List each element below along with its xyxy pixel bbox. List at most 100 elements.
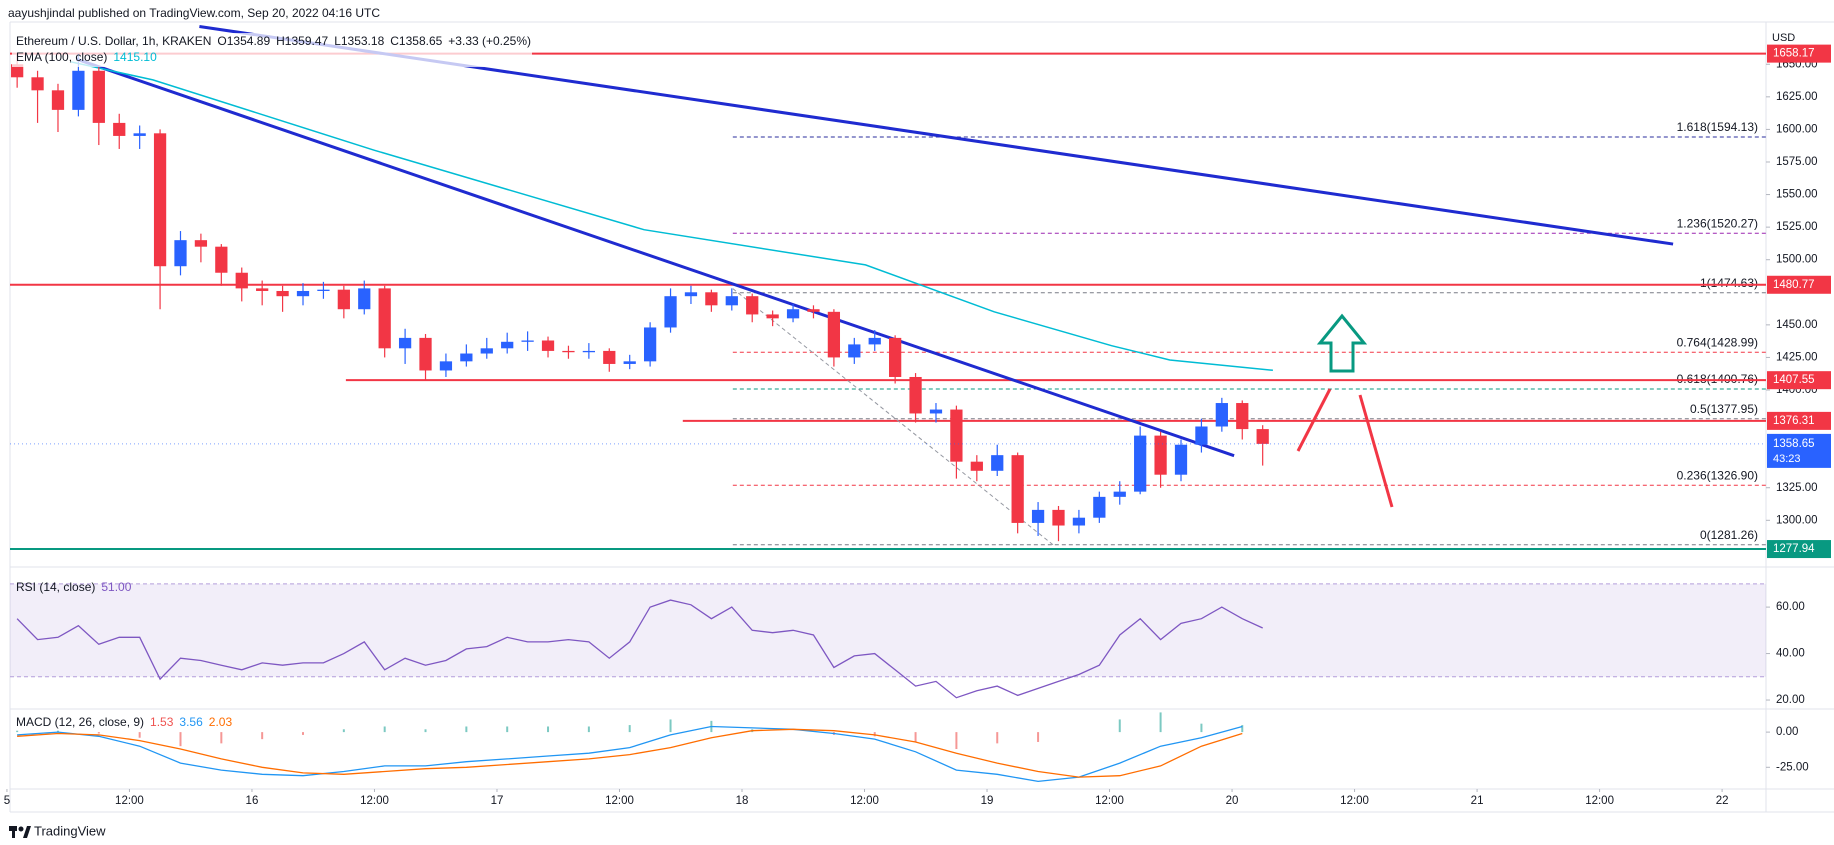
candle-body: [950, 409, 963, 462]
macd-value: 2.03: [209, 715, 233, 729]
ema-legend: EMA (100, close) 1415.10: [16, 50, 157, 64]
y-tick-label: 20.00: [1776, 694, 1805, 706]
legends: USD Ethereum / U.S. Dollar, 1h, KRAKEN O1…: [12, 32, 1795, 729]
y-tick-label: 1575.00: [1776, 156, 1818, 168]
ema-line: [70, 60, 1273, 372]
y-tick-label: 1425.00: [1776, 351, 1818, 363]
candle-body: [1072, 517, 1086, 526]
rsi-pane: [10, 583, 1766, 699]
candle-body: [51, 90, 65, 110]
candle-body: [398, 337, 412, 349]
y-tick-label: 1625.00: [1776, 91, 1818, 103]
last-price-label: 1358.65: [1773, 438, 1815, 450]
candle-body: [1174, 444, 1188, 475]
axes: 5 12:00 16 12:00 17 12:00 18 12:00 19 12:00 20 12:0…: [4, 44, 1831, 807]
x-tick-label: 5: [4, 795, 10, 807]
x-tick-label: 12:00: [1095, 795, 1124, 807]
level-price-box: [1767, 44, 1831, 63]
fib-label: 1.236(1520.27): [1677, 216, 1758, 230]
candle-body: [1215, 403, 1228, 427]
candle-body: [786, 309, 800, 319]
candle-body: [889, 337, 902, 377]
candle-body: [1031, 509, 1045, 523]
scenario-line: [1296, 388, 1332, 452]
candle-body: [1154, 435, 1167, 475]
y-tick-label: 1525.00: [1776, 221, 1818, 233]
level-price-label: 1407.55: [1773, 374, 1815, 386]
currency-label: USD: [1772, 32, 1795, 44]
candle-body: [153, 133, 167, 267]
candle-body: [909, 376, 922, 414]
candle-body: [1134, 435, 1147, 492]
candle-body: [970, 461, 983, 471]
fib-label: 1.618(1594.13): [1677, 120, 1758, 134]
candle-body: [603, 350, 616, 364]
ohlc-value: H1359.47: [276, 34, 328, 48]
candle-body: [235, 272, 248, 289]
x-tick-label: 12:00: [605, 795, 634, 807]
price-pane: 1.618(1594.13) 1.236(1520.27) 1(1474.63) 0.…: [10, 24, 1766, 551]
x-tick-label: 21: [1471, 795, 1484, 807]
rsi-line: [16, 599, 1263, 699]
candle-body: [276, 290, 289, 297]
x-tick-label: 17: [491, 795, 504, 807]
x-tick-label: 18: [736, 795, 749, 807]
candle-body: [133, 133, 146, 136]
x-tick-label: 12:00: [115, 795, 144, 807]
brand-name: TradingView: [34, 823, 106, 838]
candle-body: [1256, 429, 1269, 444]
y-tick-label: 1600.00: [1776, 123, 1818, 135]
ema-name: EMA (100, close): [16, 50, 107, 64]
candle-body: [868, 337, 881, 345]
candle-body: [766, 314, 779, 319]
level-price-label: 1277.94: [1773, 543, 1815, 555]
fib-label: 1(1474.63): [1700, 276, 1758, 290]
level-price-label: 1480.77: [1773, 279, 1815, 291]
candle-body: [358, 288, 371, 310]
candle-body: [11, 64, 24, 78]
y-tick-label: 1300.00: [1776, 514, 1818, 526]
ohlc-value: L1353.18: [334, 34, 384, 48]
macd-value: 1.53: [150, 715, 174, 729]
trend-line: [75, 57, 1235, 458]
candle-body: [848, 344, 861, 358]
candle-body: [337, 289, 350, 310]
macd-value: 3.56: [179, 715, 203, 729]
candle-body: [582, 350, 595, 353]
candle-body: [317, 289, 330, 291]
level-price-box: [1767, 275, 1831, 294]
macd-legend: MACD (12, 26, close, 9) 1.53 3.56 2.03: [16, 715, 232, 729]
candle-body: [705, 292, 718, 306]
macd-line: [17, 728, 1243, 778]
legend-background: [12, 33, 532, 67]
candle-body: [1113, 491, 1126, 497]
fib-label: 0.764(1428.99): [1677, 335, 1758, 349]
fib-trend-line: [732, 288, 1054, 546]
y-tick-label: -25.00: [1776, 761, 1809, 773]
fib-label: 0.236(1326.90): [1677, 468, 1758, 482]
candle-body: [113, 122, 126, 136]
published-note: aayushjindal published on TradingView.co…: [8, 6, 380, 20]
candle-body: [541, 340, 555, 351]
candle-body: [562, 350, 575, 353]
y-tick-label: 1500.00: [1776, 254, 1818, 266]
candle-body: [1093, 496, 1106, 518]
candle-body: [991, 455, 1004, 471]
candle-body: [1052, 509, 1065, 526]
candle-body: [296, 290, 310, 297]
ohlc-value: O1354.89: [217, 34, 270, 48]
level-price-label: 1376.31: [1773, 415, 1815, 427]
symbol-name: Ethereum / U.S. Dollar, 1h, KRAKEN: [16, 34, 211, 48]
y-tick-label: 1325.00: [1776, 482, 1818, 494]
candle-body: [643, 327, 657, 362]
level-price-box: [1767, 411, 1831, 430]
level-price-label: 1658.17: [1773, 48, 1815, 60]
rsi-band: [10, 583, 1766, 677]
rsi-value: 51.00: [101, 580, 131, 594]
candle-body: [623, 361, 636, 364]
candle-body: [1195, 426, 1208, 445]
x-tick-label: 12:00: [1340, 795, 1369, 807]
level-price-box: [1767, 371, 1831, 390]
candle-body: [929, 409, 943, 414]
x-tick-label: 12:00: [1585, 795, 1614, 807]
